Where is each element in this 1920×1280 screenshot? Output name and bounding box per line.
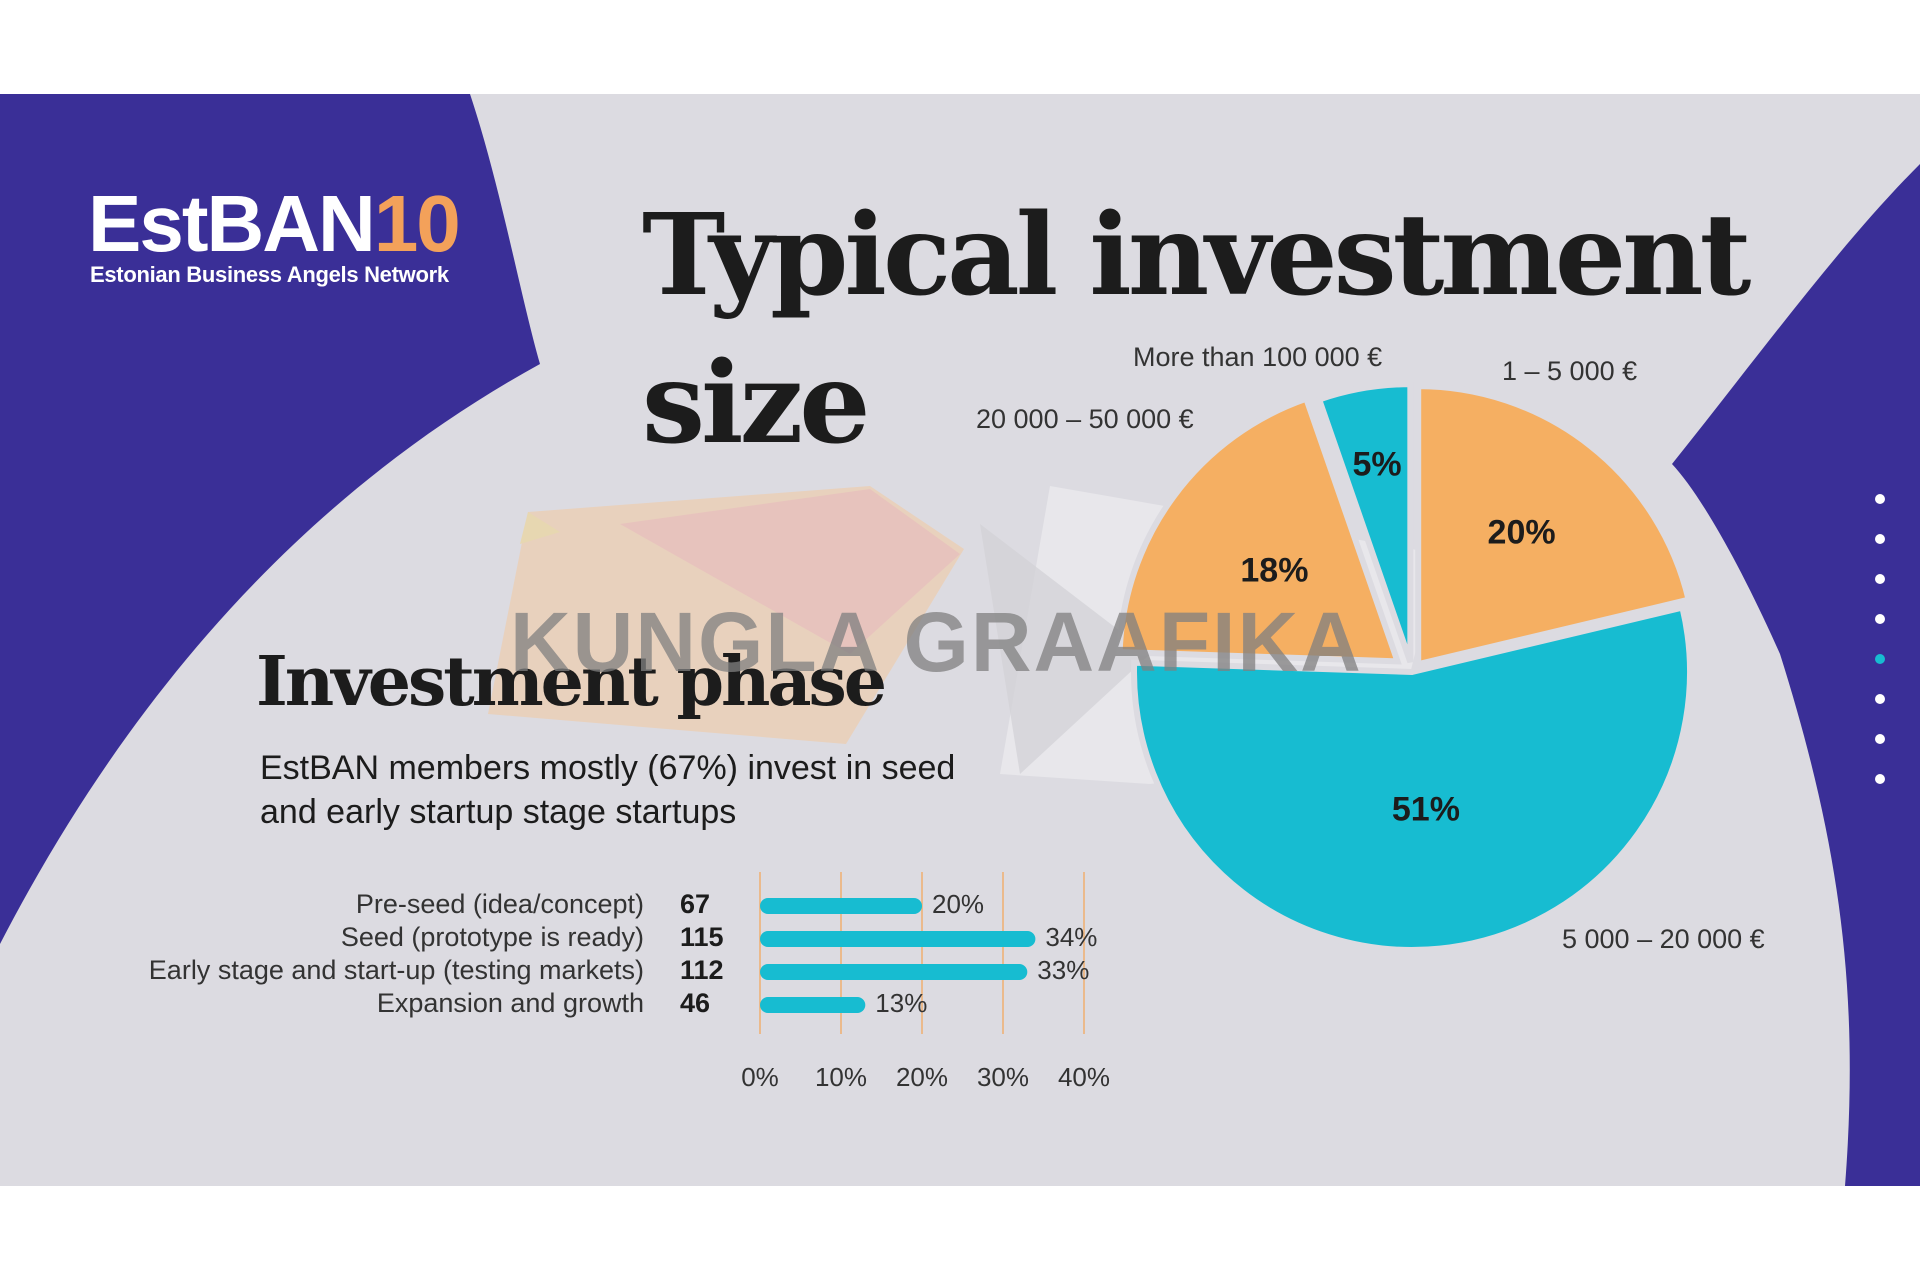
pie-slice-label: More than 100 000 € (1133, 342, 1383, 372)
bar-chart (759, 872, 1085, 1034)
x-tick-label: 30% (976, 1062, 1030, 1092)
pie-slice-label: 1 – 5 000 € (1502, 356, 1638, 386)
side-dots (1875, 494, 1885, 784)
bar-category-label: Seed (prototype is ready) (340, 922, 644, 952)
pie-slice-label: 5 000 – 20 000 € (1562, 924, 1765, 954)
bar-category-label: Early stage and start-up (testing market… (148, 955, 644, 985)
bar-count-label: 46 (680, 988, 711, 1018)
x-tick-label: 0% (741, 1062, 779, 1092)
pie-slice-percent: 18% (1240, 551, 1309, 590)
bar (760, 898, 922, 914)
bar (760, 931, 1036, 947)
section-title: Investment phase (256, 642, 887, 722)
page-title: Typical investment size (642, 190, 1751, 469)
watermark-text: KUNGLA GRAAFIKA (510, 595, 1363, 689)
right-blue-shape (1672, 164, 1920, 1186)
bar (760, 997, 866, 1013)
logo: EstBAN10 (88, 184, 461, 264)
logo-number: 10 (373, 179, 461, 268)
pie-slice-percent: 20% (1487, 513, 1556, 552)
slide: EstBAN10 Estonian Business Angels Networ… (0, 94, 1920, 1186)
bar (760, 964, 1028, 980)
bar-count-label: 67 (680, 889, 711, 919)
pie-slice (1415, 383, 1693, 668)
bar-value-label: 13% (875, 988, 928, 1018)
x-tick-label: 20% (895, 1062, 949, 1092)
x-tick-label: 10% (814, 1062, 868, 1092)
logo-name: EstBAN (88, 179, 376, 268)
pie-chart (1116, 381, 1693, 953)
pie-slice (1116, 394, 1402, 665)
bar-count-label: 115 (680, 922, 724, 952)
x-tick-label: 40% (1057, 1062, 1111, 1092)
bar-value-label: 20% (932, 889, 985, 919)
pie-slice (1131, 603, 1693, 953)
pie-slice-percent: 5% (1352, 445, 1402, 484)
bar-category-label: Expansion and growth (376, 988, 644, 1018)
bar-category-label: Pre-seed (idea/concept) (355, 889, 644, 919)
bar-value-label: 34% (1045, 922, 1098, 952)
section-subtitle: EstBAN members mostly (67%) invest in se… (260, 749, 956, 831)
logo-subtitle: Estonian Business Angels Network (90, 262, 449, 287)
background-shapes (0, 94, 1920, 1186)
pie-slice (1315, 381, 1414, 664)
pie-slice-label: 20 000 – 50 000 € (976, 404, 1194, 434)
pie-slice-percent: 51% (1391, 790, 1460, 829)
bar-value-label: 33% (1037, 955, 1090, 985)
bar-count-label: 112 (680, 955, 724, 985)
left-blue-shape (0, 94, 540, 944)
